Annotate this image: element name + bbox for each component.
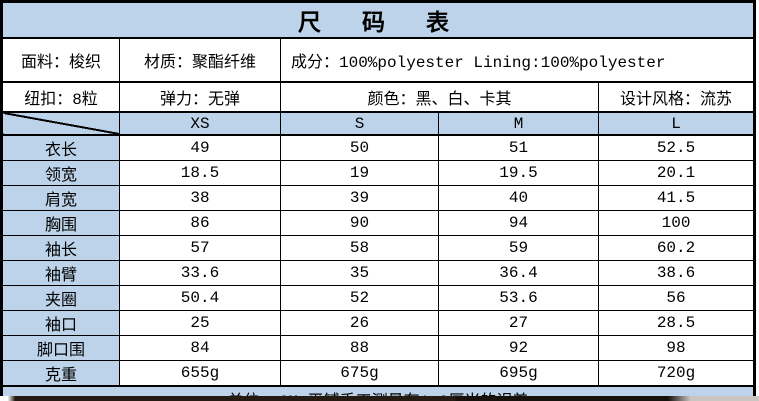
table-row: 肩宽 38 39 40 41.5 xyxy=(1,185,756,211)
measure-value: 59 xyxy=(438,235,599,261)
info-cell-colors: 颜色：黑、白、卡其 xyxy=(280,81,599,113)
measure-value: 58 xyxy=(280,235,439,261)
size-col-header-s: S xyxy=(280,111,439,136)
measure-value: 84 xyxy=(119,335,281,361)
measure-value: 40 xyxy=(438,185,599,211)
info-cell-elasticity: 弹力：无弹 xyxy=(119,81,281,113)
measure-value: 38 xyxy=(119,185,281,211)
measure-value: 19 xyxy=(280,160,439,186)
measure-value: 53.6 xyxy=(438,285,599,311)
table-row: 夹圈 50.4 52 53.6 56 xyxy=(1,285,756,311)
page-title: 尺 码 表 xyxy=(0,1,756,39)
size-col-header-m: M xyxy=(438,111,599,136)
measure-value: 675g xyxy=(280,360,439,387)
measure-label: 袖口 xyxy=(1,310,120,336)
measure-value: 94 xyxy=(438,210,599,236)
info-cell-fabric: 面料：梭织 xyxy=(1,37,120,83)
info-row-1: 面料：梭织 材质：聚酯纤维 成分：100%polyester Lining:10… xyxy=(1,37,756,83)
size-col-header-l: L xyxy=(597,111,756,136)
measure-label: 克重 xyxy=(1,360,120,387)
measure-value: 98 xyxy=(597,335,756,361)
measure-value: 695g xyxy=(438,360,599,387)
measure-label: 脚口围 xyxy=(1,335,120,361)
table-row: 领宽 18.5 19 19.5 20.1 xyxy=(1,160,756,186)
measure-value: 88 xyxy=(280,335,439,361)
measure-value: 90 xyxy=(280,210,439,236)
info-cell-design-style: 设计风格：流苏 xyxy=(597,81,756,113)
measure-value: 38.6 xyxy=(597,260,756,286)
measure-label: 领宽 xyxy=(1,160,120,186)
info-row-2: 纽扣：8粒 弹力：无弹 颜色：黑、白、卡其 设计风格：流苏 xyxy=(1,81,756,113)
measure-value: 50 xyxy=(280,134,439,161)
diagonal-corner-cell xyxy=(1,111,120,136)
table-row: 克重 655g 675g 695g 720g xyxy=(1,360,756,387)
photo-edge-strip xyxy=(0,396,759,401)
measure-value: 655g xyxy=(119,360,281,387)
measure-value: 25 xyxy=(119,310,281,336)
measure-label: 胸围 xyxy=(1,210,120,236)
measure-value: 39 xyxy=(280,185,439,211)
measure-label: 肩宽 xyxy=(1,185,120,211)
measure-value: 27 xyxy=(438,310,599,336)
info-cell-material: 材质：聚酯纤维 xyxy=(119,37,281,83)
measure-label: 袖长 xyxy=(1,235,120,261)
size-col-header-xs: XS xyxy=(119,111,281,136)
measure-value: 28.5 xyxy=(597,310,756,336)
measure-value: 35 xyxy=(280,260,439,286)
measure-value: 60.2 xyxy=(597,235,756,261)
measure-value: 26 xyxy=(280,310,439,336)
table-row: 袖口 25 26 27 28.5 xyxy=(1,310,756,336)
measure-label: 衣长 xyxy=(1,134,120,161)
measure-value: 49 xyxy=(119,134,281,161)
measure-value: 18.5 xyxy=(119,160,281,186)
measure-value: 33.6 xyxy=(119,260,281,286)
measure-value: 100 xyxy=(597,210,756,236)
size-header-row: XS S M L xyxy=(1,111,756,136)
measure-value: 36.4 xyxy=(438,260,599,286)
measure-value: 56 xyxy=(597,285,756,311)
measure-value: 51 xyxy=(438,134,599,161)
table-row: 脚口围 84 88 92 98 xyxy=(1,335,756,361)
measure-value: 52 xyxy=(280,285,439,311)
table-row: 袖臂 33.6 35 36.4 38.6 xyxy=(1,260,756,286)
measure-value: 720g xyxy=(597,360,756,387)
measure-value: 41.5 xyxy=(597,185,756,211)
measure-label: 夹圈 xyxy=(1,285,120,311)
table-row: 袖长 57 58 59 60.2 xyxy=(1,235,756,261)
title-row: 尺 码 表 xyxy=(0,1,756,39)
measure-label: 袖臂 xyxy=(1,260,120,286)
info-cell-composition: 成分：100%polyester Lining:100%polyester xyxy=(279,37,756,83)
info-cell-buttons: 纽扣：8粒 xyxy=(1,81,120,113)
measure-value: 20.1 xyxy=(597,160,756,186)
measure-value: 92 xyxy=(438,335,599,361)
measure-value: 86 xyxy=(119,210,281,236)
measure-value: 57 xyxy=(119,235,281,261)
measure-value: 50.4 xyxy=(119,285,281,311)
table-row: 胸围 86 90 94 100 xyxy=(1,210,756,236)
table-row: 衣长 49 50 51 52.5 xyxy=(1,134,756,161)
measure-value: 52.5 xyxy=(597,134,756,161)
measure-value: 19.5 xyxy=(438,160,599,186)
